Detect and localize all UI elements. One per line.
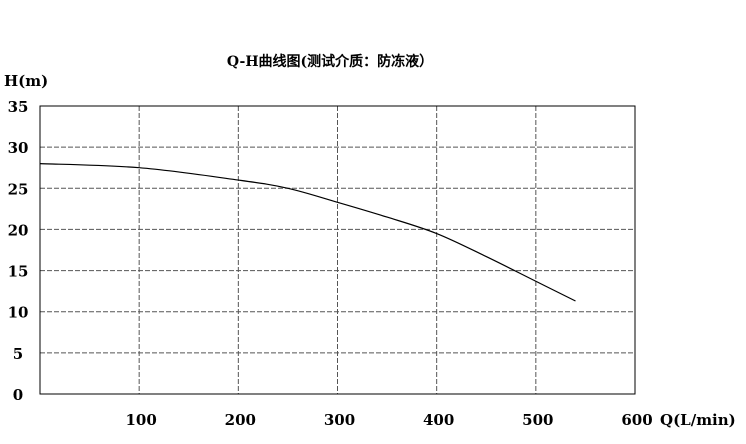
y-tick-label: 5 xyxy=(13,345,23,363)
x-tick-label: 300 xyxy=(324,411,355,429)
x-tick-label: 600 xyxy=(621,411,652,429)
y-tick-label: 25 xyxy=(8,180,29,198)
grid xyxy=(40,106,635,394)
series-group xyxy=(39,163,576,302)
x-tick-label: 400 xyxy=(423,411,454,429)
x-tick-labels: 100 200 300 400 500 600 xyxy=(126,411,653,429)
plot-frame xyxy=(39,105,636,395)
y-axis-label: H(m) xyxy=(4,72,48,90)
x-axis-label: Q(L/min) xyxy=(660,411,736,429)
y-tick-label: 15 xyxy=(8,263,29,281)
y-tick-label: 35 xyxy=(8,98,29,116)
y-tick-label: 30 xyxy=(8,139,29,157)
y-tick-label: 20 xyxy=(8,221,29,239)
x-tick-label: 100 xyxy=(126,411,157,429)
y-tick-label: 10 xyxy=(8,304,29,322)
x-tick-label: 500 xyxy=(522,411,553,429)
y-tick-labels: 0 5 10 15 20 25 30 35 xyxy=(8,98,29,404)
q-h-curve xyxy=(39,163,576,302)
x-tick-label: 200 xyxy=(225,411,256,429)
chart-title: Q-H曲线图(测试介质：防冻液） xyxy=(227,53,433,70)
y-tick-label: 0 xyxy=(13,386,23,404)
